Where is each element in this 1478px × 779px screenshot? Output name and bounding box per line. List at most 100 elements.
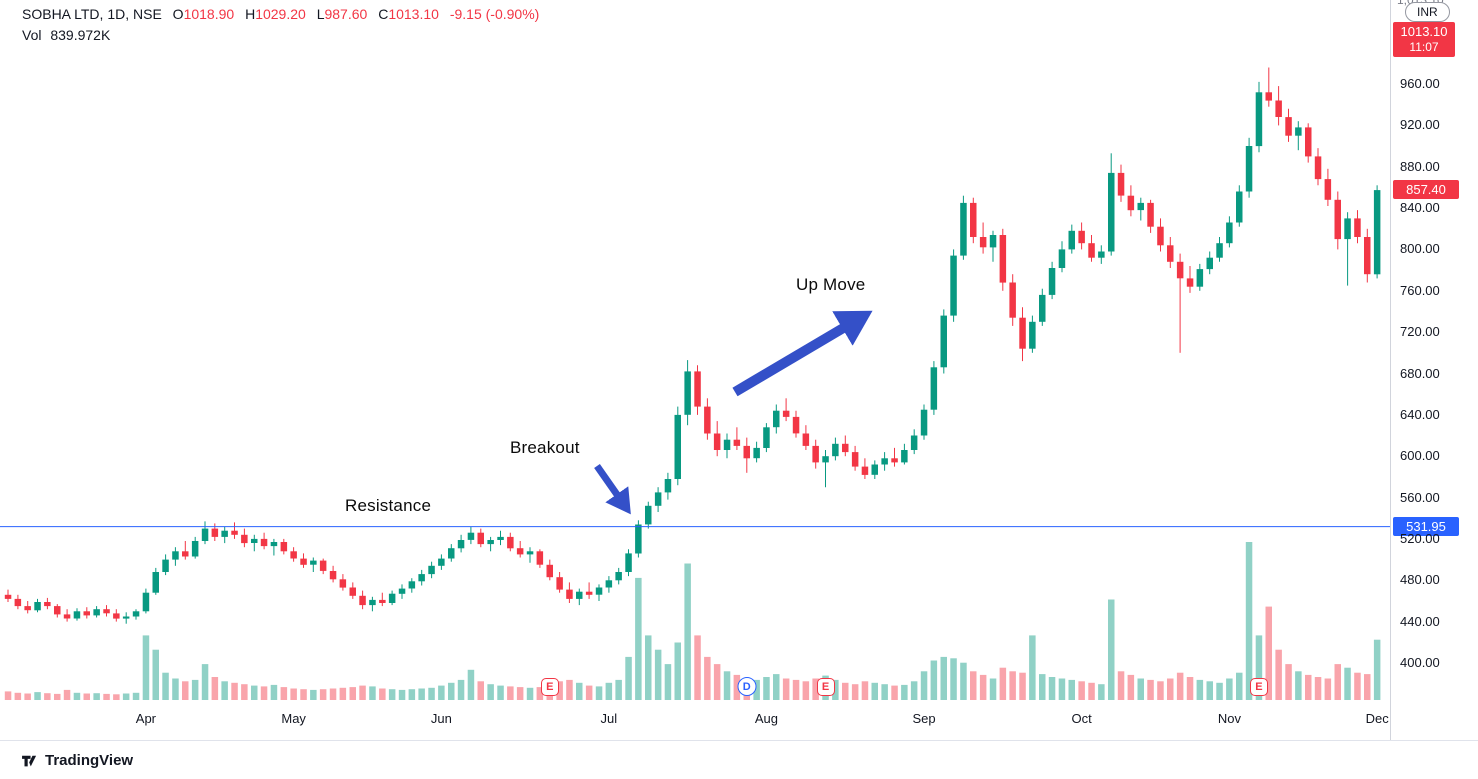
price-tick-label: 560.00 xyxy=(1400,489,1440,505)
candle-body xyxy=(792,416,800,434)
candle-body xyxy=(851,452,859,467)
candle-body xyxy=(1058,249,1066,268)
up-move-text-annotation[interactable]: Up Move xyxy=(796,275,866,294)
volume-bar xyxy=(457,679,465,700)
volume-bar xyxy=(1265,606,1272,700)
last-price-value: 1013.10 xyxy=(1400,24,1448,39)
candle-body xyxy=(1236,191,1243,223)
volume-bar xyxy=(132,692,140,700)
volume-bar xyxy=(1009,671,1016,700)
volume-bar xyxy=(467,669,475,700)
candle-body xyxy=(1176,261,1184,279)
candle-body xyxy=(418,574,425,582)
candle-body xyxy=(113,613,120,619)
volume-bar xyxy=(310,689,317,700)
up-move-arrow[interactable] xyxy=(732,310,873,397)
candle-body xyxy=(182,551,189,557)
time-tick-label-jun: Jun xyxy=(430,711,452,726)
candle-body xyxy=(359,595,366,606)
volume-bar xyxy=(44,693,51,700)
time-tick-label-sep: Sep xyxy=(912,711,936,726)
candle-body xyxy=(260,538,268,547)
candle-body xyxy=(723,439,731,450)
candle-body xyxy=(1068,230,1075,250)
time-tick-label-jul: Jul xyxy=(600,711,618,726)
symbol-title[interactable]: SOBHA LTD, 1D, NSE xyxy=(22,6,162,22)
volume-bar xyxy=(979,674,987,700)
candle-body xyxy=(290,551,297,559)
volume-bar xyxy=(1088,682,1095,700)
breakout-text-annotation[interactable]: Breakout xyxy=(510,438,580,457)
volume-bar xyxy=(989,678,997,700)
candle-body xyxy=(270,542,278,547)
volume-bar xyxy=(940,656,947,700)
candle-body xyxy=(1245,146,1253,192)
volume-bar xyxy=(1255,635,1263,700)
volume-bar xyxy=(418,688,425,700)
volume-bar xyxy=(260,686,268,700)
candlestick-chart[interactable] xyxy=(0,0,1390,740)
volume-bar xyxy=(211,677,219,700)
volume-bar xyxy=(615,679,622,700)
open-label: O xyxy=(172,6,184,22)
earnings-event-badge[interactable]: E xyxy=(540,678,559,696)
candle-body xyxy=(211,528,219,537)
volume-bar xyxy=(251,685,258,700)
time-tick-label-aug: Aug xyxy=(754,711,779,726)
volume-bar xyxy=(319,689,327,700)
candle-body xyxy=(44,602,51,607)
dividend-event-badge[interactable]: D xyxy=(737,677,757,696)
volume-bar xyxy=(851,684,859,700)
time-tick-label-dec: Dec xyxy=(1365,711,1389,726)
volume-bar xyxy=(1324,678,1332,700)
volume-bar xyxy=(556,681,563,700)
tradingview-brand-text[interactable]: TradingView xyxy=(45,751,134,769)
volume-bar xyxy=(605,682,613,700)
price-tick-label: 680.00 xyxy=(1400,365,1440,381)
earnings-event-badge[interactable]: E xyxy=(1249,678,1268,696)
volume-bar xyxy=(674,642,681,700)
volume-bar xyxy=(477,681,484,700)
tradingview-logo-icon[interactable] xyxy=(21,752,38,769)
volume-bar xyxy=(280,687,288,700)
candle-body xyxy=(1373,190,1381,275)
breakout-arrow[interactable] xyxy=(594,463,631,515)
candle-body xyxy=(507,536,514,549)
volume-bar xyxy=(448,682,455,700)
candle-body xyxy=(14,598,22,607)
candle-body xyxy=(280,542,288,552)
volume-bar xyxy=(595,686,603,700)
price-tick-label: 920.00 xyxy=(1400,117,1440,133)
candle-body xyxy=(487,540,494,545)
price-axis[interactable]: 1,013.10 INR 1013.10 11:07 857.40 531.95… xyxy=(1390,0,1478,740)
volume-bar xyxy=(63,689,71,700)
volume-bar xyxy=(654,649,662,700)
volume-bar xyxy=(782,678,790,700)
candle-body xyxy=(1334,199,1341,240)
price-tick-label: 400.00 xyxy=(1400,655,1440,670)
candle-body xyxy=(93,609,100,616)
currency-button[interactable]: INR xyxy=(1405,2,1450,22)
candle-body xyxy=(379,599,386,603)
candle-body xyxy=(704,406,711,434)
candle-body xyxy=(172,551,179,560)
candle-body xyxy=(743,445,750,459)
candle-body xyxy=(832,443,839,457)
volume-bar xyxy=(1275,649,1282,700)
volume-bar xyxy=(349,687,356,700)
candle-body xyxy=(438,558,445,566)
candle-body xyxy=(960,202,967,256)
candle-body xyxy=(910,435,918,450)
candle-body xyxy=(162,559,169,572)
low-label: L xyxy=(316,6,325,22)
volume-bar xyxy=(1108,599,1115,700)
earnings-event-badge[interactable]: E xyxy=(816,678,835,696)
time-axis[interactable]: Apr May Jun Jul Aug Sep Oct Nov Dec xyxy=(0,700,1390,740)
price-tick-label: 640.00 xyxy=(1400,406,1440,422)
resistance-text-annotation[interactable]: Resistance xyxy=(345,496,432,515)
price-tick-label: 600.00 xyxy=(1400,448,1440,464)
resistance-price-badge: 531.95 xyxy=(1393,516,1459,536)
candle-body xyxy=(782,410,790,417)
volume-bar xyxy=(1039,674,1046,700)
